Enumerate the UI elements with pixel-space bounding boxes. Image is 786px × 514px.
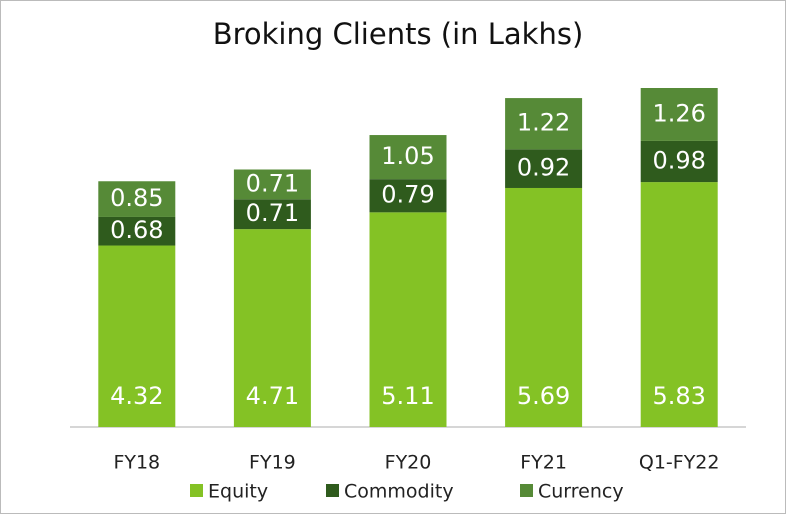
x-tick-label: FY18 (113, 452, 160, 474)
legend-swatch (190, 484, 203, 497)
bar-segment (233, 229, 311, 427)
value-label: 1.05 (381, 142, 434, 170)
value-label: 0.71 (246, 199, 299, 227)
value-label: 5.69 (517, 382, 570, 410)
bar-segment (98, 181, 176, 217)
bar-segment (98, 245, 176, 427)
bar-segment (98, 216, 176, 246)
x-tick-label: FY21 (520, 452, 567, 474)
value-label: 1.26 (652, 99, 705, 127)
value-label: 0.92 (517, 154, 570, 182)
legend-label: Commodity (344, 481, 454, 503)
value-label: 0.85 (110, 184, 163, 212)
legend-swatch (326, 484, 339, 497)
bar-segment (640, 182, 718, 427)
bar-segment (233, 169, 311, 200)
value-label: 0.68 (110, 216, 163, 244)
value-label: 0.71 (246, 169, 299, 197)
legend-label: Currency (538, 481, 624, 503)
bar-segment (640, 88, 718, 141)
bar-segment (369, 179, 447, 213)
x-tick-label: FY19 (249, 452, 296, 474)
legend-swatch (520, 484, 533, 497)
title-box (205, 10, 590, 60)
bar-segment (369, 135, 447, 180)
bar-segment (505, 98, 583, 150)
legend-label: Equity (208, 481, 268, 503)
value-label: 1.22 (517, 109, 570, 137)
value-label: 4.71 (246, 382, 299, 410)
bar-segment (505, 187, 583, 427)
value-label: 0.98 (652, 147, 705, 175)
value-label: 5.11 (381, 382, 434, 410)
bar-segment (233, 199, 311, 230)
x-tick-label: FY20 (385, 452, 432, 474)
bar-segment (640, 140, 718, 183)
value-label: 0.79 (381, 181, 434, 209)
x-tick-label: Q1-FY22 (639, 452, 720, 474)
bar-segment (369, 212, 447, 427)
chart-title: Broking Clients (in Lakhs) (213, 17, 584, 51)
value-label: 5.83 (652, 382, 705, 410)
bar-segment (505, 149, 583, 188)
value-label: 4.32 (110, 382, 163, 410)
